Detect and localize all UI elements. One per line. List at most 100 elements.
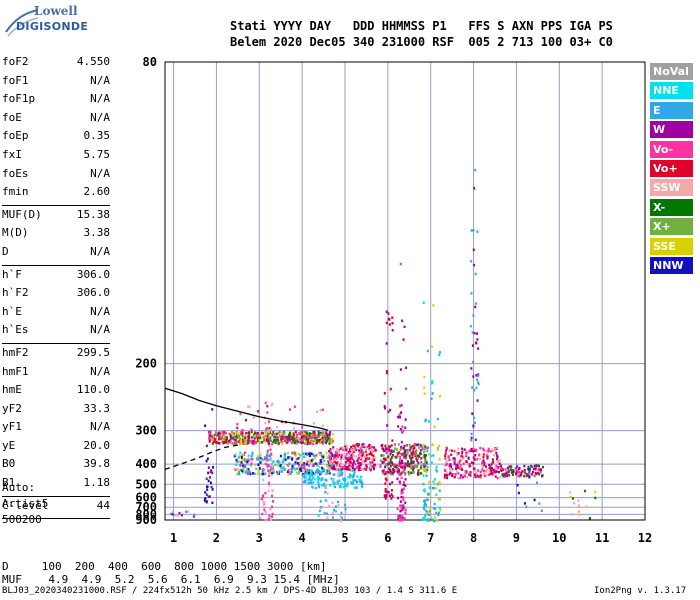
echo-point — [423, 386, 426, 389]
echo-point — [277, 460, 280, 464]
echo-point — [340, 519, 343, 523]
echo-point — [341, 467, 344, 471]
echo-point — [303, 464, 306, 468]
echo-point — [371, 459, 374, 463]
y-tick-label: 500 — [135, 477, 157, 491]
param-name: foEp — [2, 129, 29, 143]
echo-point — [496, 457, 499, 461]
echo-point — [266, 452, 269, 455]
echo-point — [404, 478, 407, 481]
echo-point — [427, 493, 430, 496]
echo-point — [385, 463, 388, 466]
echo-point — [336, 473, 339, 477]
echo-point — [339, 459, 342, 462]
echo-point — [307, 464, 310, 467]
echo-point — [301, 464, 304, 467]
echo-point — [453, 475, 456, 479]
echo-point — [399, 458, 402, 461]
echo-point — [303, 479, 306, 482]
echo-point — [400, 452, 403, 456]
echo-point — [457, 472, 460, 475]
echo-point — [250, 430, 253, 434]
echo-point — [465, 449, 468, 452]
echo-point — [314, 456, 317, 460]
echo-point — [404, 511, 407, 514]
echo-point — [495, 454, 498, 457]
echo-point — [423, 518, 426, 521]
echo-point — [435, 468, 438, 472]
echo-point — [300, 439, 303, 442]
echo-point — [236, 472, 239, 476]
echo-point — [275, 470, 278, 474]
echo-point — [412, 468, 415, 471]
echo-point — [358, 468, 361, 472]
echo-point — [360, 457, 363, 461]
echo-point — [328, 450, 331, 453]
echo-point — [227, 442, 230, 445]
echo-point — [241, 463, 244, 466]
echo-point — [342, 448, 345, 452]
echo-point — [457, 476, 460, 480]
echo-point — [324, 437, 327, 440]
echo-point — [396, 448, 399, 451]
echo-point — [396, 467, 399, 470]
echo-point — [410, 459, 413, 463]
echo-point — [276, 441, 279, 445]
echo-point — [402, 506, 405, 509]
echo-point — [391, 463, 394, 466]
echo-point — [210, 438, 213, 442]
echo-point — [403, 466, 406, 469]
echo-point — [327, 461, 330, 464]
echo-point — [356, 475, 359, 478]
echo-point — [401, 430, 404, 434]
echo-point — [409, 449, 412, 452]
echo-point — [383, 391, 386, 395]
echo-point — [211, 434, 214, 438]
echo-point — [533, 498, 536, 502]
echo-point — [502, 468, 505, 471]
legend-item: Vo- — [650, 140, 693, 158]
echo-point — [298, 468, 301, 471]
echo-point — [424, 459, 427, 463]
echo-point — [389, 469, 392, 473]
echo-point — [387, 467, 390, 470]
echo-point — [398, 482, 401, 485]
echo-point — [384, 488, 387, 491]
echo-point — [445, 471, 448, 474]
echo-point — [256, 455, 259, 458]
echo-point — [525, 505, 528, 509]
echo-point — [394, 455, 397, 459]
echo-point — [288, 435, 291, 438]
echo-point — [432, 507, 435, 510]
param-value: 15.38 — [76, 207, 110, 221]
echo-point — [414, 453, 417, 456]
echo-point — [472, 456, 475, 459]
echo-point — [323, 511, 326, 515]
echo-point — [477, 373, 480, 376]
echo-point — [361, 454, 364, 458]
echo-point — [312, 422, 315, 425]
echo-point — [236, 468, 239, 471]
echo-point — [472, 462, 475, 465]
echo-point — [326, 435, 329, 438]
param-row: fmin 2.60 — [2, 185, 110, 204]
echo-point — [308, 474, 311, 477]
echo-point — [229, 441, 232, 445]
echo-point — [337, 450, 340, 453]
echo-point — [457, 460, 460, 464]
echo-point — [496, 460, 499, 463]
echo-point — [399, 427, 402, 431]
echo-point — [353, 460, 356, 463]
echo-point — [398, 451, 401, 454]
echo-point — [399, 500, 402, 503]
legend-item: W — [650, 121, 693, 139]
echo-point — [361, 482, 364, 485]
echo-point — [451, 474, 454, 478]
echo-point — [438, 353, 441, 357]
echo-point — [266, 433, 269, 437]
echo-point — [487, 449, 490, 452]
y-tick-label: 600 — [135, 491, 157, 505]
echo-point — [318, 438, 321, 442]
echo-point — [338, 473, 341, 477]
echo-point — [400, 445, 403, 449]
